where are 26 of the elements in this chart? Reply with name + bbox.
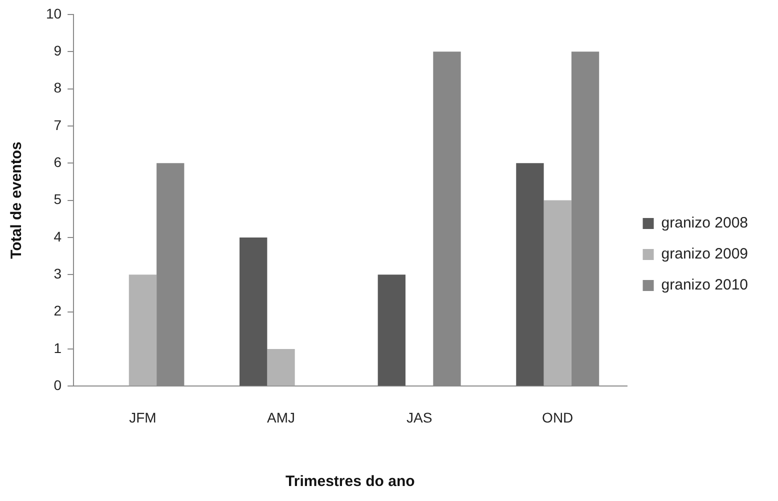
y-tick-label: 3: [54, 266, 62, 282]
x-tick-label: JAS: [406, 409, 432, 426]
y-tick-label: 5: [54, 191, 62, 208]
bar: [128, 274, 157, 386]
y-tick-label: 9: [54, 42, 62, 58]
y-tick-label: 10: [46, 5, 62, 22]
bar: [267, 349, 295, 386]
bar: [516, 163, 544, 386]
y-tick-label: 2: [54, 302, 62, 319]
x-tick-label: OND: [542, 409, 574, 426]
legend-label: granizo 2008: [661, 214, 748, 232]
bar: [544, 200, 572, 386]
bar: [240, 237, 268, 386]
y-axis-title: Total de eventos: [8, 142, 26, 259]
y-tick-label: 8: [54, 80, 62, 96]
y-tick-label: 4: [54, 228, 62, 244]
y-tick-label: 0: [54, 377, 62, 394]
x-tick-label: JFM: [129, 409, 156, 426]
legend-label: granizo 2010: [661, 276, 748, 294]
y-tick-label: 6: [54, 154, 62, 170]
y-tick-label: 1: [54, 340, 62, 356]
y-tick-label: 7: [54, 116, 62, 133]
bar: [378, 274, 406, 386]
legend-label: granizo 2009: [661, 246, 748, 263]
x-tick-label: AMJ: [267, 409, 296, 426]
x-axis-title: Trimestres do ano: [286, 473, 415, 490]
